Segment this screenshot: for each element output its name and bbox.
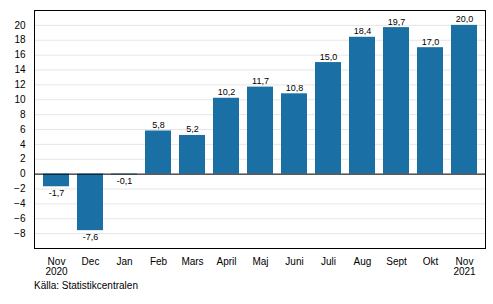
svg-text:15,0: 15,0	[320, 52, 338, 62]
svg-text:12: 12	[14, 79, 26, 90]
svg-text:Feb: Feb	[150, 256, 168, 267]
svg-text:10: 10	[14, 94, 26, 105]
svg-text:Nov2021: Nov2021	[453, 256, 476, 277]
svg-text:−2: −2	[14, 183, 26, 194]
svg-text:Nov2020: Nov2020	[45, 256, 68, 277]
svg-text:Sept: Sept	[386, 256, 407, 267]
svg-text:10,2: 10,2	[218, 87, 236, 97]
svg-text:0: 0	[20, 168, 26, 179]
svg-text:14: 14	[14, 64, 26, 75]
svg-text:6: 6	[20, 124, 26, 135]
svg-text:Aug: Aug	[354, 256, 372, 267]
svg-text:Jan: Jan	[116, 256, 132, 267]
svg-text:Maj: Maj	[252, 256, 268, 267]
svg-text:−8: −8	[14, 228, 26, 239]
svg-text:-1,7: -1,7	[49, 188, 65, 198]
svg-text:-0,1: -0,1	[117, 176, 133, 186]
html-text:Källa: Statistikcentralen: Källa: Statistikcentralen	[34, 280, 138, 291]
svg-text:Juni: Juni	[285, 256, 303, 267]
svg-text:20: 20	[14, 20, 26, 31]
svg-text:4: 4	[20, 139, 26, 150]
svg-text:19,7: 19,7	[388, 17, 406, 27]
svg-text:8: 8	[20, 109, 26, 120]
svg-text:5,8: 5,8	[152, 120, 165, 130]
svg-text:11,7: 11,7	[252, 76, 269, 86]
svg-text:Juli: Juli	[321, 256, 336, 267]
svg-text:2: 2	[20, 153, 26, 164]
svg-text:April: April	[216, 256, 236, 267]
svg-text:18,4: 18,4	[354, 26, 372, 36]
svg-text:−6: −6	[14, 213, 26, 224]
svg-text:18: 18	[14, 34, 26, 45]
svg-text:Dec: Dec	[82, 256, 100, 267]
svg-text:20,0: 20,0	[456, 14, 474, 24]
svg-text:16: 16	[14, 49, 26, 60]
svg-text:Mars: Mars	[181, 256, 203, 267]
svg-text:Okt: Okt	[423, 256, 439, 267]
svg-text:-7,6: -7,6	[83, 232, 99, 242]
svg-text:5,2: 5,2	[186, 124, 199, 134]
svg-text:10,8: 10,8	[286, 83, 304, 93]
svg-text:17,0: 17,0	[422, 37, 440, 47]
svg-text:−4: −4	[14, 198, 26, 209]
